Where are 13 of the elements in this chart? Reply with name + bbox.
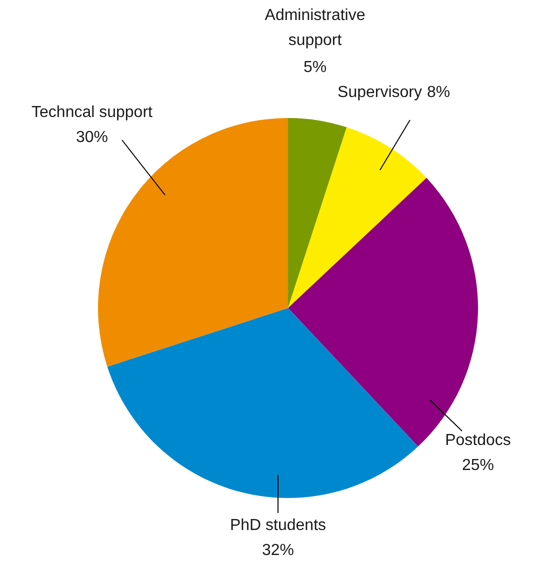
pie-slice — [288, 118, 347, 308]
slice-label: Supervisory — [338, 84, 422, 101]
slice-label: Administrative support — [264, 7, 366, 49]
pie-slice — [288, 127, 427, 308]
data-label: 30% — [76, 129, 108, 146]
data-label: 25% — [462, 457, 494, 474]
slice-label: Techncal support — [32, 104, 154, 121]
slice-label: PhD students — [230, 517, 326, 534]
data-label: 32% — [262, 542, 294, 559]
slice-label: Postdocs — [445, 432, 511, 449]
pie-slice — [107, 308, 418, 498]
data-label: 8% — [427, 84, 450, 101]
data-label: 5% — [303, 59, 327, 76]
